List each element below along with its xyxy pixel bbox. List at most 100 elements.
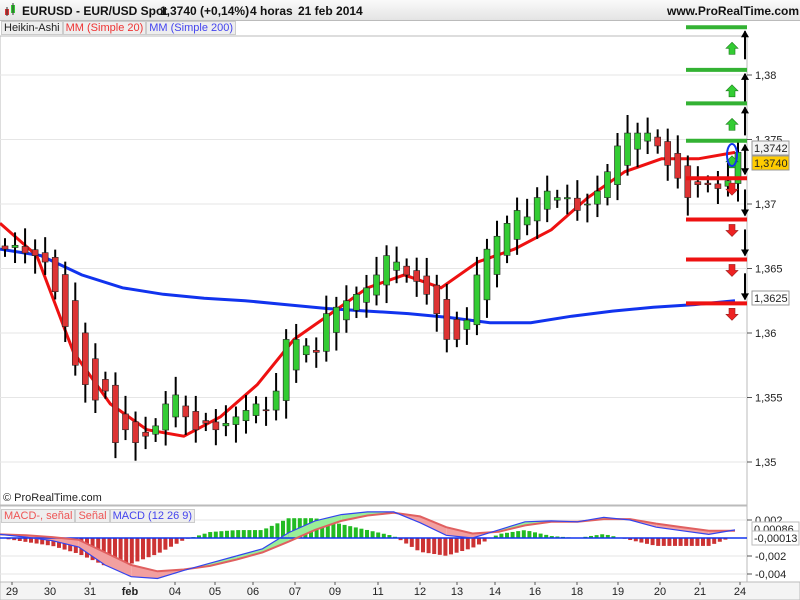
x-tick-label: 30 (44, 586, 56, 598)
legend-signal[interactable]: Señal (75, 509, 110, 523)
histogram-bar (213, 531, 218, 538)
candle (102, 379, 109, 392)
legend-macd[interactable]: MACD (12 26 9) (109, 509, 196, 523)
site-link[interactable]: www.ProRealTime.com (667, 4, 800, 18)
histogram-bar (544, 534, 549, 538)
histogram-bar (499, 533, 504, 538)
histogram-bar (477, 538, 481, 545)
candle (31, 249, 39, 256)
histogram-bar (555, 536, 560, 538)
legend-macd-hist[interactable]: MACD-, señal (1, 509, 76, 523)
x-axis-bar (0, 581, 800, 600)
macd-fill (78, 539, 105, 565)
arrow-head-icon (741, 168, 749, 176)
candle (584, 203, 591, 206)
candle (413, 270, 420, 282)
ma20-value-label-box (751, 140, 790, 156)
histogram-bar (516, 531, 521, 538)
macd-fill (315, 514, 342, 530)
histogram-bar (409, 538, 414, 547)
histogram-bar (174, 538, 179, 544)
histogram-bar (208, 532, 213, 538)
histogram-bar (135, 538, 140, 562)
arrow-head-icon (741, 209, 749, 217)
legend-ma20[interactable]: MM (Simple 20) (62, 21, 147, 35)
histogram-bar (45, 538, 50, 546)
histogram-bar (219, 531, 224, 538)
histogram-bar (247, 530, 252, 538)
candle (282, 339, 290, 401)
x-tick-label: 12 (414, 586, 426, 598)
macd-tick-label: -0,002 (755, 551, 786, 563)
candle (302, 345, 310, 356)
histogram-bar (611, 536, 616, 538)
histogram-bar (342, 524, 347, 538)
candle (41, 252, 49, 263)
signal-line (0, 511, 735, 573)
candle (262, 409, 270, 412)
histogram-bar (365, 529, 369, 538)
timeframe[interactable]: 4 horas (250, 4, 293, 18)
candle (222, 422, 230, 427)
macd-fill (420, 516, 447, 536)
histogram-bar (661, 538, 666, 546)
candle (192, 411, 200, 431)
candle (594, 190, 601, 205)
legend-ma200[interactable]: MM (Simple 200) (146, 21, 237, 35)
highlight-ellipse (726, 143, 738, 167)
candle (393, 261, 400, 271)
histogram-bar (701, 538, 705, 546)
candle (182, 405, 190, 418)
down-arrow-icon (725, 224, 739, 237)
candle (543, 190, 551, 210)
arrow-head-icon (741, 106, 749, 114)
histogram-bar (594, 535, 599, 538)
histogram-bar (706, 538, 711, 546)
histogram-bar (359, 528, 364, 538)
candle (122, 413, 129, 431)
macd-legend: MACD-, señal Señal MACD (12 26 9) (1, 509, 196, 523)
candle (363, 287, 370, 303)
x-tick-label: 11 (372, 586, 383, 598)
candle (242, 410, 250, 422)
x-tick-label: 29 (6, 586, 18, 598)
x-tick-label: 13 (451, 586, 463, 598)
candle (463, 319, 471, 330)
candle (403, 265, 410, 276)
x-tick-label: 31 (84, 586, 96, 598)
histogram-bar (510, 531, 515, 538)
histogram-bar (639, 538, 644, 543)
histogram-bar (667, 538, 672, 546)
candle (664, 141, 672, 166)
histogram-bar (482, 538, 487, 542)
x-tick-label: 07 (289, 586, 301, 598)
histogram-bar (723, 538, 728, 540)
histogram-bar (415, 538, 420, 551)
price-tick-label: 1,35 (755, 457, 776, 469)
histogram-bar (107, 538, 112, 566)
candle (473, 274, 481, 326)
arrow-head-icon (741, 143, 749, 151)
histogram-bar (605, 534, 610, 538)
price-tick-label: 1,38 (755, 70, 776, 82)
histogram-bar (645, 538, 649, 544)
candle (272, 390, 280, 411)
price-tick-label: 1,36 (755, 328, 776, 340)
histogram-bar (549, 536, 554, 538)
macd-fill (105, 552, 132, 577)
down-arrow-icon (725, 264, 739, 277)
histogram-bar (454, 538, 459, 553)
histogram-bar (275, 523, 280, 538)
ma200-line (0, 247, 736, 325)
candle (423, 275, 431, 295)
candle (21, 246, 29, 254)
down-arrow-icon (725, 182, 739, 196)
legend-heikin-ashi[interactable]: Heikin-Ashi (1, 21, 63, 35)
histogram-bar (331, 522, 336, 538)
histogram-bar (527, 531, 532, 538)
candle (252, 403, 260, 416)
histogram-bar (589, 535, 593, 538)
histogram-bar (337, 523, 341, 538)
histogram-bar (421, 538, 425, 553)
